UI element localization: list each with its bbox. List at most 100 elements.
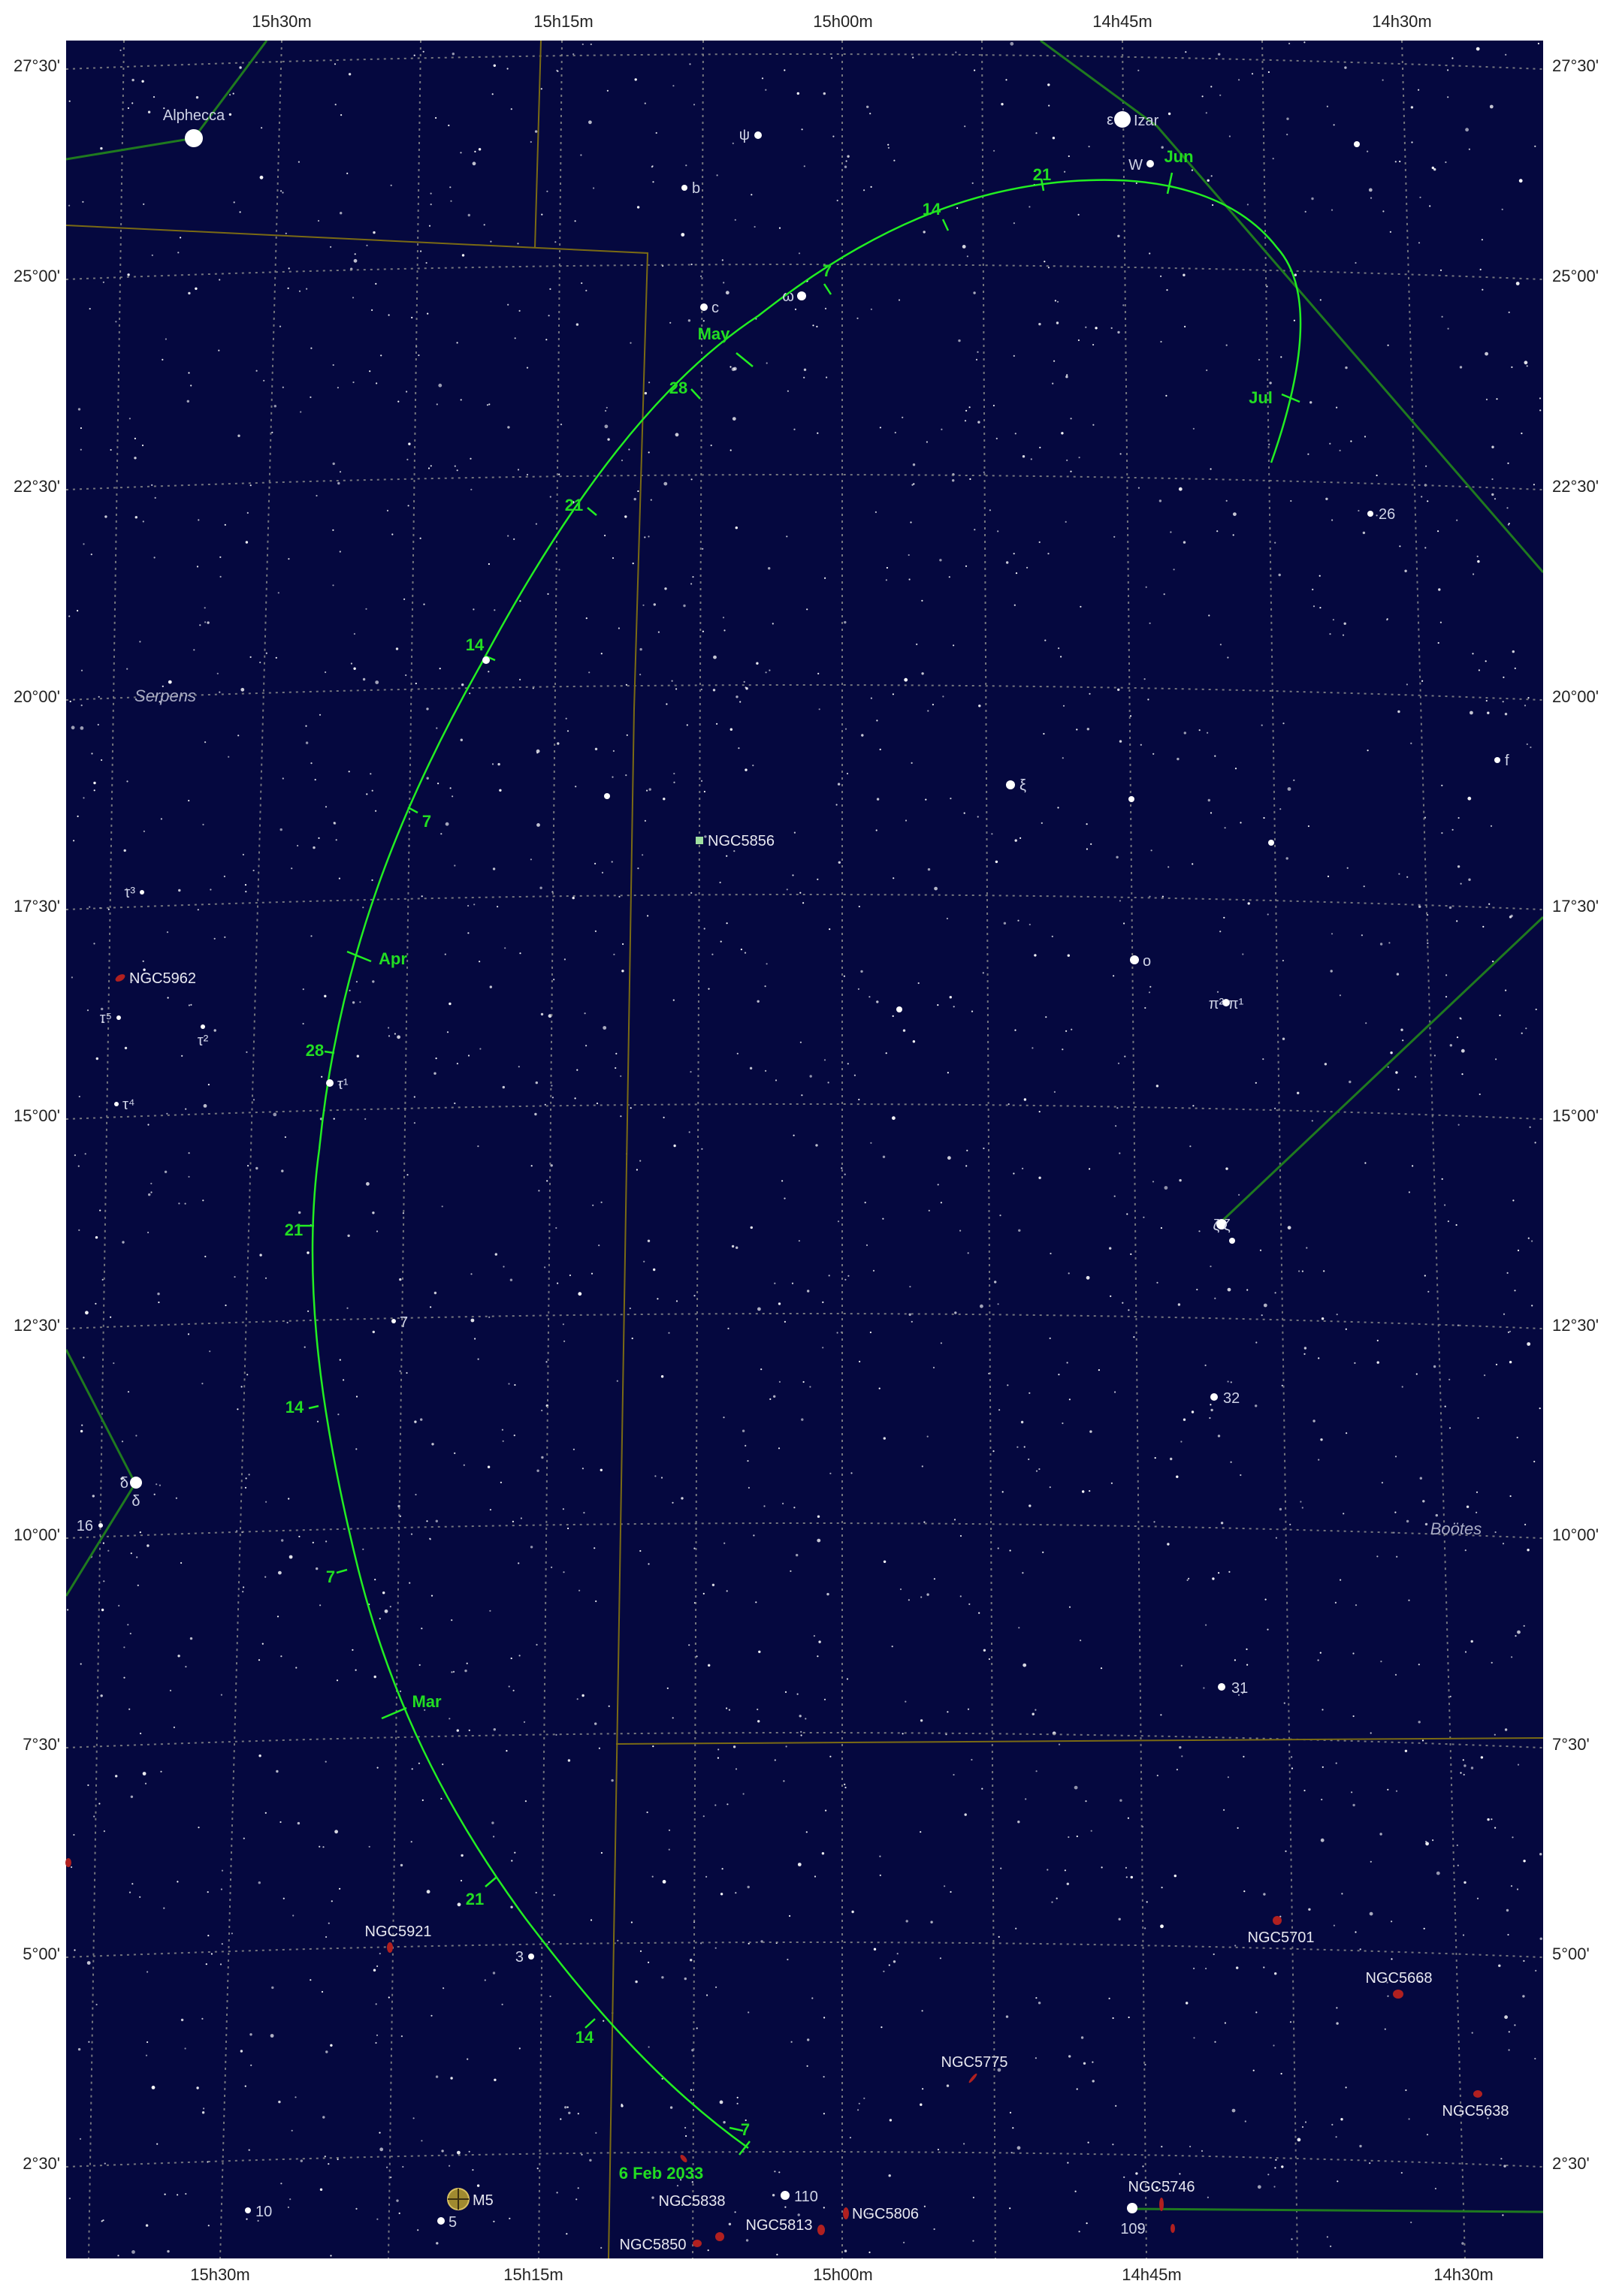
path-label-feb-14: 14 xyxy=(575,2028,594,2047)
star-label-xi: ξ xyxy=(1019,777,1026,794)
path-label-apr-21: 21 xyxy=(565,496,583,514)
dec-label-left-20-00: 20°00' xyxy=(14,687,60,706)
star-tau1 xyxy=(326,1079,334,1087)
dec-label-right-25-00: 25°00' xyxy=(1552,267,1599,285)
star-o xyxy=(1130,955,1139,964)
path-label-jul: Jul xyxy=(1249,388,1273,407)
ra-grid xyxy=(88,41,1466,2258)
path-labels: 6 Feb 2033 7 14 21 Mar 7 14 21 28 Apr 7 … xyxy=(285,147,1273,2183)
dec-label-left-22-30: 22°30' xyxy=(14,477,60,496)
galaxy-ngc5740-marker xyxy=(1170,2224,1175,2233)
dec-gridline-17-30 xyxy=(66,894,1543,910)
path-label-apr-7: 7 xyxy=(422,812,431,831)
ra-label-bottom-15h15m: 15h15m xyxy=(503,2265,563,2284)
dso-label-ngc5775: NGC5775 xyxy=(941,2054,1008,2071)
dso-label-ngc5921: NGC5921 xyxy=(365,1923,432,1940)
galaxy-ngc5813-marker xyxy=(817,2225,825,2235)
star-pi xyxy=(1222,999,1230,1006)
star-label-psi: ψ xyxy=(739,127,750,143)
star-labels: Alphecca ε Izar W ψ b c ω ξ o π² π¹ ζ ζ … xyxy=(77,107,1509,2237)
star-tau4 xyxy=(114,1102,119,1106)
path-tick xyxy=(736,352,754,367)
dec-label-right-15-00: 15°00' xyxy=(1552,1106,1599,1125)
dec-label-right-27-30: 27°30' xyxy=(1552,56,1599,75)
ra-gridline-14-52 xyxy=(981,41,996,2258)
galaxy-ngc5921-marker xyxy=(387,1942,393,1953)
comet-path-ticks xyxy=(299,172,1300,2156)
path-tick xyxy=(584,2018,596,2029)
star-110 xyxy=(781,2191,790,2200)
dec-label-left-15-00: 15°00' xyxy=(14,1106,60,1125)
galaxy-ngc5668-marker xyxy=(1393,1990,1403,1999)
ra-label-bottom-15h00m: 15h00m xyxy=(813,2265,873,2284)
star-16 xyxy=(98,1523,103,1528)
dec-label-left-27-30: 27°30' xyxy=(14,56,60,75)
dso-label-ngc5850: NGC5850 xyxy=(620,2237,687,2253)
cluster-ngc5856-marker xyxy=(696,837,703,844)
ra-label-top-15h30m: 15h30m xyxy=(252,12,312,31)
ra-gridline-14-37 xyxy=(1261,41,1298,2258)
deep-sky-objects xyxy=(65,837,1482,2247)
star-label-zeta: ζ ζ xyxy=(1213,1217,1230,1234)
dec-label-right-5-00: 5°00' xyxy=(1552,1945,1590,1963)
dec-label-right-17-30: 17°30' xyxy=(1552,897,1599,916)
path-label-mar-21: 21 xyxy=(285,1220,303,1239)
path-tick xyxy=(941,219,950,231)
figure-line-bootes xyxy=(1040,41,1543,573)
star-tau5 xyxy=(116,1015,121,1020)
dso-label-ngc5838: NGC5838 xyxy=(659,2193,726,2210)
ra-gridline-15-15 xyxy=(538,41,563,2258)
dso-labels: NGC5856 NGC5962 NGC5921 NGC5701 NGC5668 … xyxy=(129,833,1509,2253)
star-label-tau5: τ⁵ xyxy=(100,1010,112,1027)
dec-label-right-2-30: 2°30' xyxy=(1552,2154,1590,2173)
star-tau2 xyxy=(201,1024,205,1029)
star-label-32: 32 xyxy=(1223,1390,1240,1407)
path-tick xyxy=(739,2141,751,2156)
path-tick xyxy=(1281,393,1300,403)
star-3 xyxy=(528,1954,534,1960)
dec-gridline-12-30 xyxy=(66,1313,1543,1329)
ra-label-bottom-15h30m: 15h30m xyxy=(190,2265,250,2284)
star-zeta xyxy=(1216,1219,1227,1229)
path-label-apr-28: 28 xyxy=(669,379,687,397)
path-label-may-14: 14 xyxy=(923,200,941,219)
path-tick xyxy=(690,388,701,400)
dec-label-left-5-00: 5°00' xyxy=(23,1945,60,1963)
path-tick xyxy=(336,1568,348,1574)
path-tick xyxy=(484,654,496,662)
path-label-apr: Apr xyxy=(379,949,407,968)
ra-label-top-14h30m: 14h30m xyxy=(1372,12,1432,31)
dec-label-right-22-30: 22°30' xyxy=(1552,477,1599,496)
dso-label-ngc5668: NGC5668 xyxy=(1366,1970,1433,1987)
background-stars xyxy=(67,41,1542,2257)
star-xi xyxy=(1006,780,1015,789)
star-izar xyxy=(1114,111,1131,128)
dso-label-ngc5813: NGC5813 xyxy=(746,2217,813,2234)
star-misc xyxy=(1128,796,1134,802)
star-label-epsilon: ε xyxy=(1107,112,1113,128)
dec-gridline-20-00 xyxy=(66,684,1543,701)
figure-line-bootes xyxy=(1130,2207,1543,2213)
dec-label-left-17-30: 17°30' xyxy=(14,897,60,916)
star-label-alphecca: Alphecca xyxy=(163,107,225,124)
path-tick xyxy=(407,806,418,814)
dec-gridline-27-30 xyxy=(66,53,1543,70)
figure-line-bootes xyxy=(1217,916,1543,1226)
sky-background xyxy=(66,41,1543,2258)
star-label-7: 7 xyxy=(400,1314,408,1331)
star-109 xyxy=(1127,2203,1137,2213)
galaxy-ngc5850-marker xyxy=(715,2232,724,2241)
boundary-line xyxy=(615,1737,1543,1745)
dec-grid xyxy=(66,53,1543,2168)
dec-gridline-25-00 xyxy=(66,264,1543,280)
star-label-109: 109 xyxy=(1120,2221,1145,2237)
path-tick xyxy=(308,1404,319,1410)
star-f xyxy=(1494,757,1500,763)
ra-gridline-15-37 xyxy=(88,41,125,2258)
ra-gridline-14-30 xyxy=(1401,41,1466,2258)
star-label-110: 110 xyxy=(794,2189,818,2205)
star-label-omega: ω xyxy=(782,288,794,305)
star-7 xyxy=(391,1319,396,1323)
dec-gridline-2-30 xyxy=(66,2151,1543,2168)
star-c xyxy=(700,303,708,311)
